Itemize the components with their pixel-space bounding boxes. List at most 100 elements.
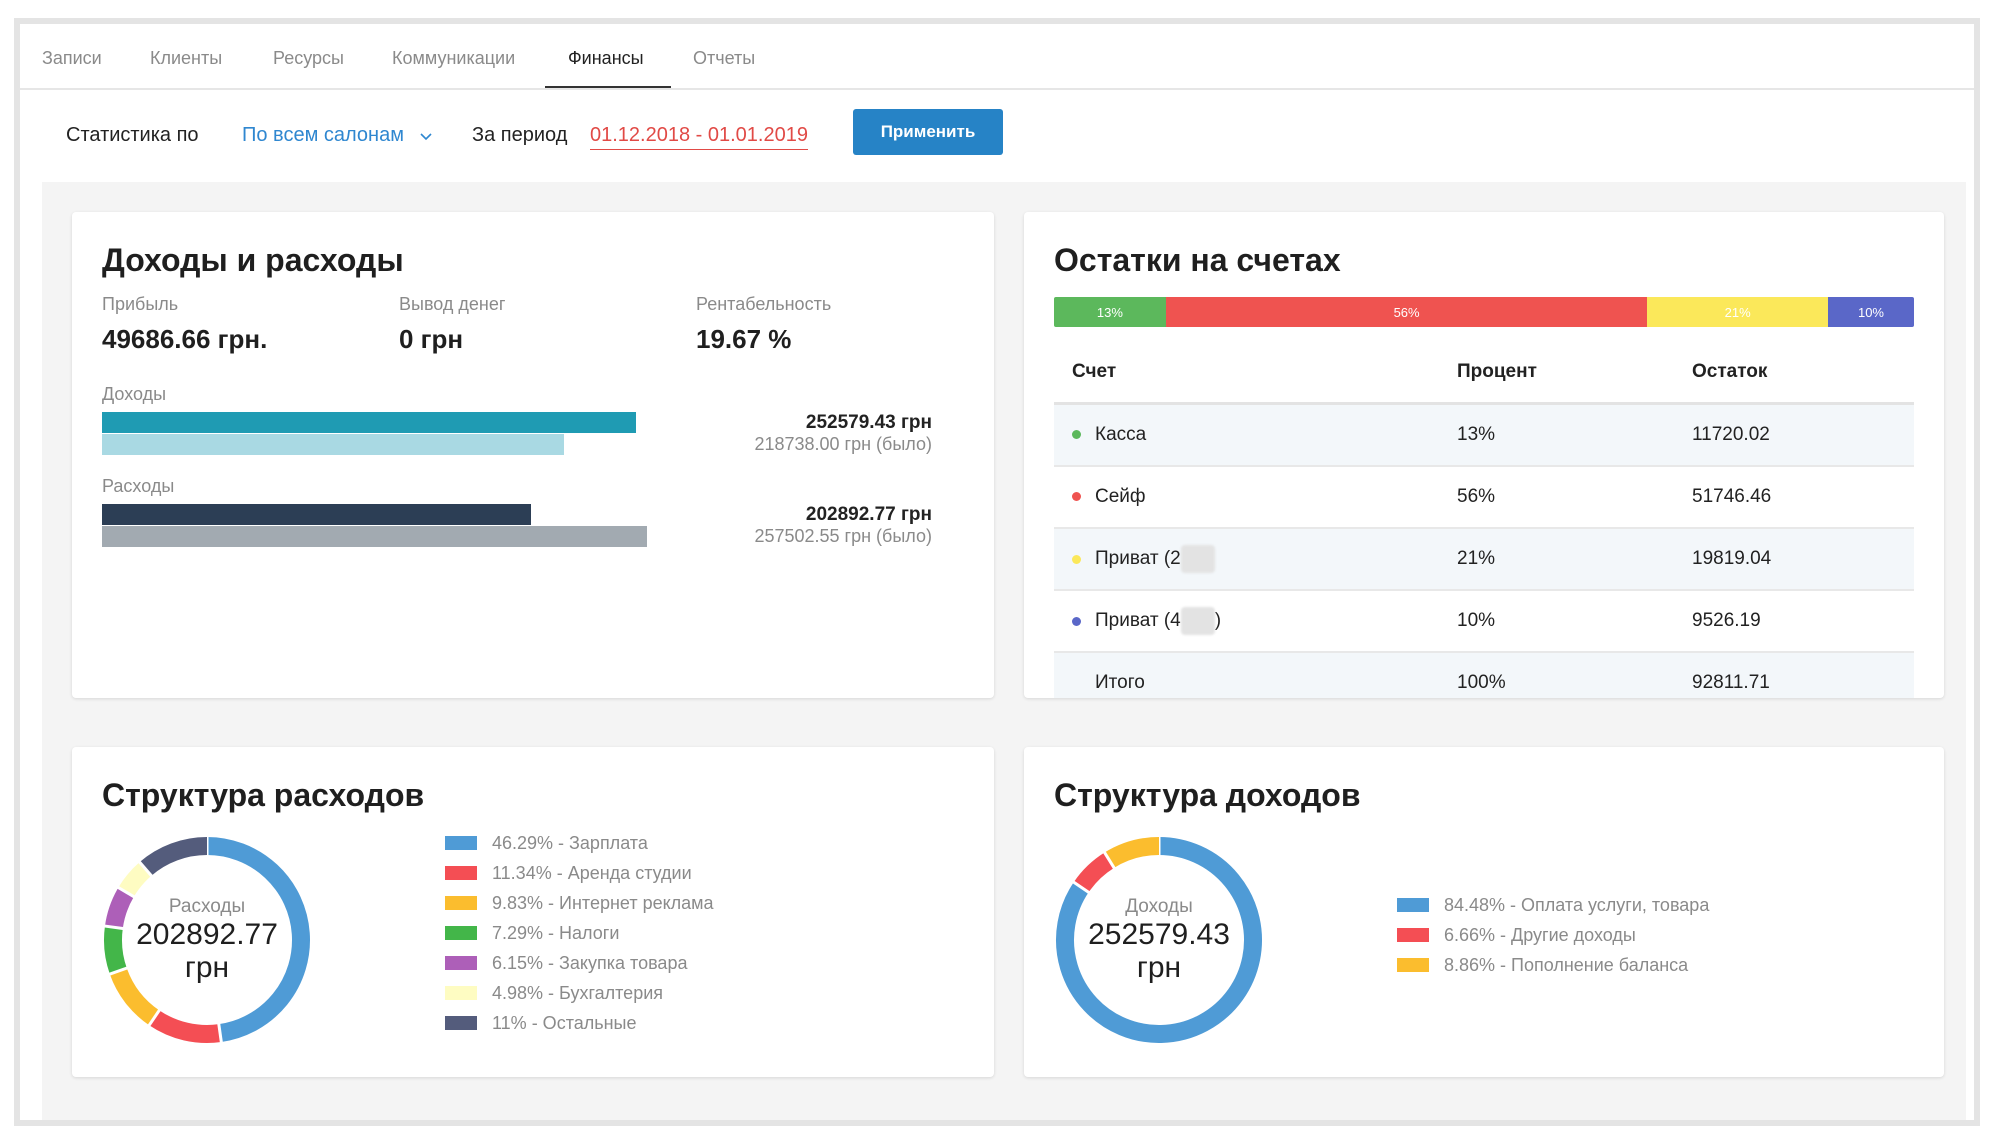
status-dot-icon: [1072, 554, 1081, 564]
legend-label: 11.34% - Аренда студии: [492, 863, 692, 883]
dashboard-content: Доходы и расходы Прибыль 49686.66 грн. В…: [42, 182, 1966, 1120]
stats-label: Статистика по: [66, 124, 199, 146]
card-title: Структура расходов: [102, 777, 425, 813]
donut-slice-separator: [103, 924, 124, 931]
status-dot-icon: [1072, 492, 1081, 502]
donut-slice: [104, 926, 127, 975]
expense-current-bar: [102, 504, 532, 525]
donut-slice-separator: [116, 885, 136, 899]
table-row[interactable]: Сейф 56% 51746.46: [1054, 466, 1914, 529]
income-current-value: 252579.43 грн: [805, 412, 932, 433]
income-structure-card: Структура доходов Доходы 252579.43 грн 8…: [1024, 747, 1944, 1077]
donut-slice: [149, 1010, 222, 1043]
balance-distribution-bar: 13% 56% 21% 10%: [1054, 297, 1914, 327]
apply-button[interactable]: Применить: [853, 109, 1003, 155]
card-title: Остатки на счетах: [1054, 242, 1341, 278]
legend-swatch: [445, 1016, 477, 1030]
legend-label: 9.83% - Интернет реклама: [492, 893, 714, 913]
legend-label: 11% - Остальные: [492, 1013, 637, 1033]
expense-structure-card: Структура расходов Расходы 202892.77 грн…: [72, 747, 994, 1077]
status-dot-icon: [1072, 430, 1081, 440]
legend-label: 7.29% - Налоги: [492, 923, 620, 943]
tab-records[interactable]: Записи: [42, 48, 102, 68]
account-percent: 10%: [1457, 590, 1692, 653]
profitability-label: Рентабельность: [696, 294, 832, 314]
col-percent: Процент: [1457, 342, 1692, 405]
donut-slice: [139, 837, 208, 876]
legend-swatch: [445, 986, 477, 1000]
balances-card: Остатки на счетах 13% 56% 21% 10% Счет Проц…: [1024, 212, 1944, 698]
salon-select-value: По всем салонам: [242, 124, 404, 146]
income-previous-value: 218738.00 грн (было): [754, 434, 932, 454]
donut-slice: [206, 837, 310, 1042]
active-tab-indicator: [545, 86, 671, 88]
account-name-suffix: ): [1214, 610, 1222, 632]
expense-label: Расходы: [102, 476, 175, 496]
accounts-table: Счет Процент Остаток Касса 13% 11720.02 …: [1054, 342, 1914, 698]
account-balance: 19819.04: [1692, 528, 1914, 591]
account-name: Сейф: [1095, 486, 1146, 507]
redacted-text: [1180, 545, 1215, 573]
withdrawal-label: Вывод денег: [399, 294, 506, 314]
income-donut-chart: Доходы 252579.43 грн: [1054, 835, 1264, 1045]
total-percent: 100%: [1457, 652, 1692, 698]
donut-center-label: Доходы: [1125, 896, 1193, 917]
legend-swatch: [445, 836, 477, 850]
table-row[interactable]: Касса 13% 11720.02: [1054, 403, 1914, 467]
total-label: Итого: [1054, 652, 1457, 698]
balance-segment: 10%: [1827, 297, 1914, 327]
donut-slice-separator: [1072, 880, 1091, 895]
account-percent: 21%: [1457, 528, 1692, 591]
legend-label: 6.66% - Другие доходы: [1444, 925, 1636, 945]
legend-label: 8.86% - Пополнение баланса: [1444, 955, 1689, 975]
legend-swatch: [445, 866, 477, 880]
account-balance: 9526.19: [1692, 590, 1914, 653]
account-balance: 11720.02: [1692, 403, 1914, 467]
profitability-value: 19.67 %: [696, 324, 792, 354]
app-frame: Записи Клиенты Ресурсы Коммуникации Фина…: [14, 18, 1980, 1126]
salon-select[interactable]: По всем салонам: [242, 124, 432, 147]
donut-center-label: Расходы: [168, 896, 246, 917]
donut-center-value: 202892.77: [136, 918, 278, 951]
table-total-row: Итого 100% 92811.71: [1054, 652, 1914, 698]
withdrawal-value: 0 грн: [399, 324, 464, 354]
expense-previous-bar: [102, 526, 647, 547]
donut-center-value: 252579.43: [1088, 918, 1230, 951]
income-current-bar: [102, 412, 637, 433]
income-expense-card: Доходы и расходы Прибыль 49686.66 грн. В…: [72, 212, 994, 698]
donut-center-unit: грн: [1136, 951, 1182, 984]
income-label: Доходы: [102, 384, 167, 404]
income-previous-bar: [102, 434, 565, 455]
balance-segment: 21%: [1647, 297, 1828, 327]
income-donut-svg: [1056, 836, 1262, 1043]
tab-clients[interactable]: Клиенты: [150, 48, 223, 68]
donut-slice-separator: [137, 860, 154, 878]
table-header-row: Счет Процент Остаток: [1054, 342, 1914, 405]
tab-communications[interactable]: Коммуникации: [392, 48, 516, 68]
donut-center-unit: грн: [184, 951, 230, 984]
expense-previous-value: 257502.55 грн (было): [754, 526, 932, 546]
tab-finance[interactable]: Финансы: [568, 48, 644, 68]
profit-value: 49686.66 грн.: [102, 324, 268, 354]
tab-resources[interactable]: Ресурсы: [273, 48, 344, 68]
card-title: Доходы и расходы: [102, 242, 404, 278]
status-dot-icon: [1072, 616, 1081, 626]
account-name: Приват (4: [1095, 610, 1181, 632]
expense-current-value: 202892.77 грн: [805, 504, 932, 525]
donut-slice-separator: [108, 966, 129, 976]
account-percent: 56%: [1457, 466, 1692, 529]
legend-swatch: [445, 896, 477, 910]
profit-label: Прибыль: [102, 294, 179, 314]
legend-label: 46.29% - Зарплата: [492, 833, 648, 853]
donut-slice: [109, 967, 160, 1026]
table-row[interactable]: Приват (4) 10% 9526.19: [1054, 590, 1914, 653]
legend-label: 84.48% - Оплата услуги, товара: [1444, 895, 1710, 915]
donut-slice-separator: [217, 1022, 223, 1044]
period-label: За период: [472, 124, 568, 146]
card-title: Структура доходов: [1054, 777, 1361, 813]
period-date-picker[interactable]: 01.12.2018 - 01.01.2019: [590, 124, 808, 150]
tab-reports[interactable]: Отчеты: [693, 48, 756, 68]
expense-donut-chart: Расходы 202892.77 грн: [102, 835, 312, 1045]
account-balance: 51746.46: [1692, 466, 1914, 529]
table-row[interactable]: Приват (2 21% 19819.04: [1054, 528, 1914, 591]
